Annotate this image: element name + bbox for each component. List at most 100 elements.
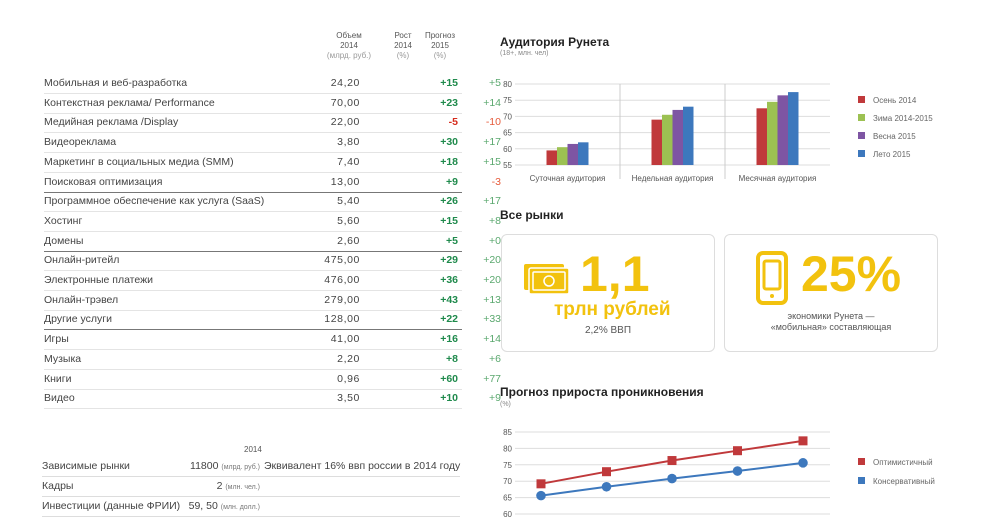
y-tick-label: 60: [503, 145, 512, 154]
data-point: [798, 436, 808, 446]
penetration-subtitle: (%): [500, 401, 511, 408]
table-row: Маркетинг в социальных медиа (SMM) 7,40 +1…: [44, 153, 501, 173]
row-name: Видео: [44, 392, 75, 405]
row-name: Онлайн-ритейл: [44, 254, 120, 267]
summary-name: Зависимые рынки: [42, 460, 130, 472]
row-forecast: +20: [483, 254, 501, 267]
summary-value-unit: (млрд. руб.): [221, 464, 260, 471]
row-volume: 2,20: [337, 352, 360, 365]
mobile-share-card: 25% экономики Рунета — «мобильная» соста…: [724, 234, 938, 352]
legend-label: Лето 2015: [873, 150, 911, 159]
bar: [578, 142, 589, 165]
row-name: Программное обеспечение как услуга (SaaS…: [44, 195, 265, 208]
row-volume: 3,80: [337, 136, 360, 149]
summary-value-unit: (млн. чел.): [225, 484, 260, 491]
summary-value: 2 (млн. чел.): [217, 480, 260, 492]
row-growth: +26: [440, 195, 458, 208]
table-row: Другие услуги 128,00 +22 +33: [44, 310, 501, 331]
row-volume: 279,00: [324, 293, 360, 306]
row-forecast: +20: [483, 274, 501, 286]
row-name: Мобильная и веб-разработка: [44, 77, 188, 89]
summary-value-number: 11800: [190, 460, 219, 472]
volume-header-line: 2014: [340, 41, 358, 50]
row-name: Маркетинг в социальных медиа (SMM): [44, 155, 234, 168]
row-name: Видеореклама: [44, 136, 117, 149]
legend-swatch: [858, 150, 865, 157]
volume-header-line: Объем: [336, 31, 362, 40]
table-row: Электронные платежи 476,00 +36 +20: [44, 271, 501, 291]
table-row: Книги 0,96 +60 +77: [44, 370, 501, 390]
row-growth: +9: [446, 175, 458, 188]
row-name: Другие услуги: [44, 313, 112, 326]
audience-subtitle: (18+, млн. чел): [500, 50, 549, 57]
y-tick-label: 55: [503, 161, 512, 170]
data-point: [602, 467, 611, 477]
row-growth: +15: [440, 77, 458, 89]
row-growth: +23: [440, 96, 458, 109]
row-volume: 24,20: [330, 77, 360, 89]
row-forecast: -10: [485, 116, 501, 129]
data-point: [536, 479, 546, 489]
y-tick-label: 70: [503, 112, 512, 121]
forecast-header-line: Прогноз: [424, 31, 455, 40]
row-growth: -5: [448, 116, 458, 129]
table-row: Медийная реклама /Display 22,00 -5 -10: [44, 113, 501, 134]
summary-note: Эквивалент 16% ввп россии в 2014 году: [264, 460, 461, 472]
audience-bar-chart: 55 60 65 70 75 80 Суточная аудитория Недельная …: [503, 80, 933, 183]
row-growth: +18: [440, 155, 458, 168]
row-name: Электронные платежи: [44, 274, 153, 286]
summary-value: 11800 (млрд. руб.): [190, 460, 260, 472]
y-tick-label: 65: [503, 494, 512, 503]
y-tick-label: 65: [503, 129, 512, 138]
row-growth: +36: [440, 274, 458, 286]
row-name: Музыка: [44, 352, 82, 365]
table-row: Поисковая оптимизация 13,00 +9 -3: [44, 173, 501, 193]
market-volume-unit: трлн рублей: [554, 299, 671, 320]
legend-label: Консервативный: [873, 477, 935, 486]
row-volume: 5,60: [337, 214, 360, 227]
row-growth: +60: [440, 372, 458, 385]
summary-value-number: 2: [216, 480, 223, 492]
row-volume: 22,00: [330, 116, 360, 129]
bar: [777, 95, 788, 165]
bar: [662, 114, 673, 165]
table-row: Домены 2,60 +5 +0: [44, 232, 501, 252]
row-volume: 476,00: [324, 274, 360, 286]
row-growth: +16: [440, 333, 458, 346]
bar: [756, 108, 767, 165]
y-tick-label: 75: [503, 96, 512, 105]
row-name: Контекстная реклама/ Performance: [44, 96, 215, 109]
table-row: Хостинг 5,60 +15 +8: [44, 212, 501, 232]
summary-row: Инвестиции (данные ФРИИ) 59, 50 (млн. дол…: [42, 497, 460, 517]
growth-header-unit: (%): [396, 51, 410, 60]
y-tick-label: 75: [503, 461, 512, 470]
summary-row: Зависимые рынки 11800 (млрд. руб.) Эквивал…: [42, 457, 460, 477]
y-tick-label: 60: [503, 510, 512, 519]
legend-swatch: [858, 477, 865, 484]
row-volume: 2,60: [337, 234, 360, 247]
table-row: Музыка 2,20 +8 +6: [44, 350, 501, 370]
row-volume: 0,96: [337, 372, 360, 385]
row-growth: +29: [440, 254, 458, 267]
row-volume: 3,50: [337, 392, 360, 405]
bottom-year-header: 2014: [244, 445, 262, 454]
table-row: Видеореклама 3,80 +30 +17: [44, 133, 501, 154]
forecast-header: Прогноз 2015 (%): [420, 31, 460, 61]
bar: [651, 119, 662, 165]
row-forecast: +13: [483, 293, 501, 306]
data-point: [732, 466, 743, 476]
row-growth: +8: [446, 352, 458, 365]
row-volume: 70,00: [330, 96, 360, 109]
forecast-header-unit: (%): [433, 51, 447, 60]
row-name: Онлайн-трэвел: [44, 293, 119, 306]
penetration-line-chart: 60 65 70 75 80 85 Оптимистичный Консервативный: [503, 428, 935, 519]
volume-header-unit: (млрд. руб.): [326, 51, 372, 60]
bar: [557, 147, 568, 165]
x-tick-label: Месячная аудитория: [739, 174, 817, 183]
volume-header: Объем 2014 (млрд. руб.): [322, 31, 376, 61]
row-name: Медийная реклама /Display: [44, 116, 179, 129]
legend-label: Зима 2014-2015: [873, 114, 933, 123]
row-forecast: +17: [483, 195, 501, 208]
y-tick-label: 85: [503, 428, 512, 437]
row-growth: +22: [440, 313, 458, 326]
